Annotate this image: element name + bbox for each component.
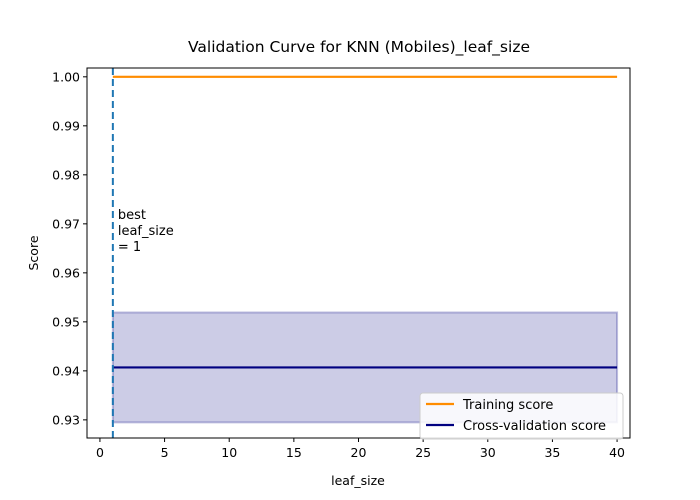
legend-box [419,392,624,440]
y-tick-label: 0.93 [52,412,80,427]
x-tick-label: 0 [96,445,104,460]
y-tick-label: 0.97 [52,216,80,231]
legend-label-training: Training score [462,398,553,413]
x-tick-label: 30 [480,445,496,460]
x-tick-label: 40 [609,445,625,460]
y-tick-label: 1.00 [52,69,80,84]
annotation-line: = 1 [118,240,141,255]
y-tick-label: 0.99 [52,118,80,133]
x-tick-label: 10 [221,445,237,460]
y-tick-label: 0.96 [52,265,80,280]
annotation-line: leaf_size [118,224,174,239]
chart-title: Validation Curve for KNN (Mobiles)_leaf_… [188,38,530,57]
x-tick-label: 5 [161,445,169,460]
x-tick-label: 15 [286,445,302,460]
x-tick-label: 25 [415,445,431,460]
x-tick-label: 20 [351,445,367,460]
legend-label-cross-validation: Cross-validation score [463,419,606,434]
y-axis-label: Score [26,235,41,270]
y-tick-label: 0.95 [52,314,80,329]
y-tick-label: 0.98 [52,167,80,182]
best-value-annotation: best leaf_size = 1 [118,208,174,255]
x-tick-label: 35 [544,445,560,460]
annotation-line: best [118,208,146,223]
x-axis-label: leaf_size [331,473,385,488]
y-tick-label: 0.94 [52,363,80,378]
legend: Training score Cross-validation score [419,392,624,440]
